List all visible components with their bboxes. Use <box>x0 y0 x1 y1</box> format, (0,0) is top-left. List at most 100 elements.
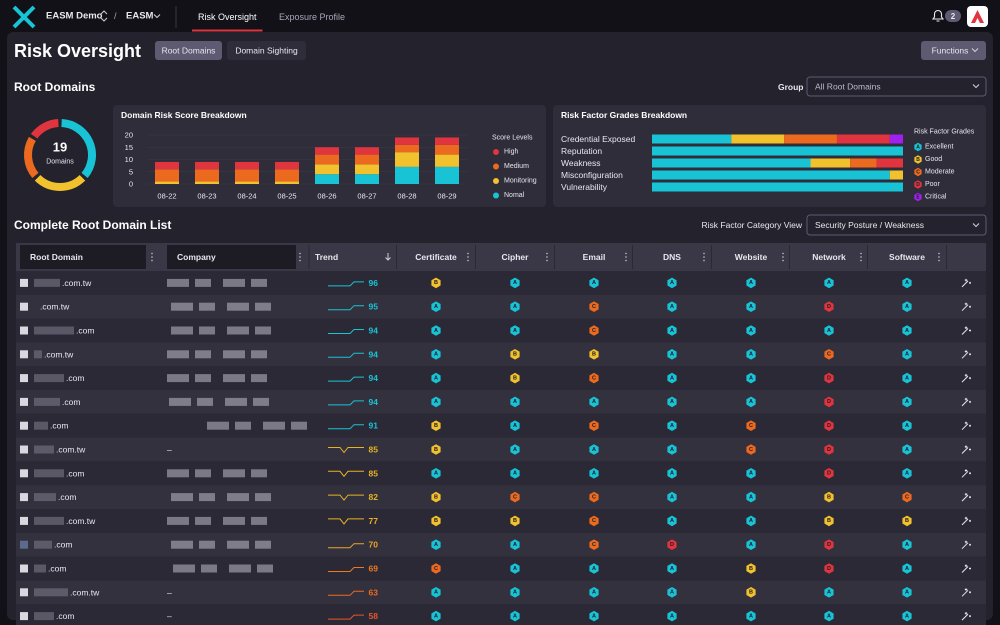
row-background <box>16 438 986 462</box>
nav-tab[interactable]: Risk Oversight <box>198 12 257 22</box>
category-label: Misconfiguration <box>561 170 623 180</box>
redacted <box>227 493 249 501</box>
bar-segment <box>315 164 339 174</box>
bar-segment <box>155 169 179 181</box>
table-row[interactable]: .com.tw–85BAAACDA <box>16 438 986 462</box>
grade-letter: B <box>749 590 753 596</box>
redacted <box>195 517 211 525</box>
org-switcher[interactable]: EASM Demo <box>46 11 103 22</box>
grade-letter: C <box>592 494 596 500</box>
grade-letter: A <box>905 566 909 572</box>
column-header[interactable]: Cipher <box>502 252 530 262</box>
grade-letter: A <box>434 375 438 381</box>
grade-letter: A <box>827 280 831 286</box>
legend-swatch <box>493 193 499 199</box>
table-row[interactable]: .com82BCCAABC <box>16 485 986 509</box>
column-header[interactable]: Trend <box>315 252 338 262</box>
trend-score: 95 <box>369 302 379 312</box>
legend-swatch <box>493 164 499 170</box>
table-row[interactable]: .com70AACDADA <box>16 533 986 557</box>
redacted <box>255 303 271 311</box>
table-row[interactable]: .com91BACACDA <box>16 414 986 438</box>
table-row[interactable]: .com.tw96BAAAAAA <box>16 271 986 295</box>
bar-segment <box>275 162 299 169</box>
table-row[interactable]: .com69CAAABDA <box>16 557 986 581</box>
bar-segment <box>195 182 219 184</box>
grade-letter: A <box>592 471 596 477</box>
trend-score: 96 <box>369 278 379 288</box>
bar-segment <box>355 147 379 154</box>
table-row[interactable]: .com85AAAAADA <box>16 461 986 485</box>
category-label: Vulnerability <box>561 182 608 192</box>
grade-letter: A <box>434 328 438 334</box>
table-row[interactable]: .com94AAAAADA <box>16 390 986 414</box>
table-row[interactable]: .com.tw94ABBAACA <box>16 342 986 366</box>
column-header[interactable]: Network <box>812 252 846 262</box>
domain-name: .com <box>56 611 74 621</box>
grade-letter: A <box>905 375 909 381</box>
redacted <box>34 612 54 620</box>
grade-letter: A <box>749 542 753 548</box>
grade-letter: C <box>592 304 596 310</box>
table-row[interactable]: .com.tw77BBCAABB <box>16 509 986 533</box>
redacted <box>251 517 267 525</box>
table-row[interactable]: .com–58AAAAAAA <box>16 604 986 625</box>
product-switcher[interactable]: EASM <box>126 11 154 22</box>
redacted <box>169 398 191 406</box>
column-header[interactable]: DNS <box>663 252 681 262</box>
notification-count: 2 <box>951 12 956 21</box>
grade-letter: C <box>592 518 596 524</box>
table-row[interactable]: .com.tw–63AAAABAA <box>16 580 986 604</box>
bar-segment <box>395 145 419 152</box>
grade-letter: A <box>513 399 517 405</box>
column-header[interactable]: Website <box>735 252 768 262</box>
bar-segment <box>395 152 419 167</box>
bar-segment <box>890 171 903 180</box>
grade-letter: A <box>670 328 674 334</box>
redacted <box>199 327 215 335</box>
table-row[interactable]: .com94ABCAADA <box>16 366 986 390</box>
company-name: – <box>167 611 172 621</box>
favicon <box>20 327 28 335</box>
bar-segment <box>235 162 259 169</box>
trend-score: 69 <box>369 564 379 574</box>
redacted <box>235 422 251 430</box>
grade-letter: A <box>513 304 517 310</box>
column-header[interactable]: Certificate <box>415 252 457 262</box>
bar-segment <box>435 155 459 167</box>
table-row[interactable]: .com94AACAAAA <box>16 319 986 343</box>
grade-letter: C <box>749 447 753 453</box>
bar-segment <box>652 147 903 156</box>
card <box>553 105 986 207</box>
grade-letter: C <box>592 542 596 548</box>
domain-name: .com.tw <box>40 302 70 312</box>
column-header[interactable]: Company <box>177 252 216 262</box>
grade-letter: A <box>749 328 753 334</box>
view-select-value: Security Posture / Weakness <box>815 220 924 230</box>
redacted <box>171 541 193 549</box>
favicon <box>20 279 28 287</box>
bar-segment <box>155 162 179 169</box>
column-header[interactable]: Software <box>889 252 925 262</box>
table-row[interactable]: .com.tw95AACAADA <box>16 295 986 319</box>
grade-letter: B <box>749 566 753 572</box>
x-tick-label: 08-22 <box>157 192 176 201</box>
bar-segment <box>315 174 339 184</box>
domain-name: .com.tw <box>66 516 96 526</box>
y-tick-label: 20 <box>125 131 133 140</box>
row-background <box>16 533 986 557</box>
bar-segment <box>435 167 459 184</box>
redacted <box>251 350 267 358</box>
grade-letter: A <box>827 590 831 596</box>
legend-swatch <box>493 178 499 184</box>
grade-letter: A <box>905 328 909 334</box>
x-tick-label: 08-29 <box>437 192 456 201</box>
nav-tab[interactable]: Exposure Profile <box>279 12 345 22</box>
redacted <box>201 565 217 573</box>
column-header[interactable]: Email <box>583 252 606 262</box>
bar-segment <box>890 135 903 144</box>
column-header[interactable]: Root Domain <box>30 252 83 262</box>
grade-letter: A <box>670 566 674 572</box>
redacted <box>167 350 189 358</box>
